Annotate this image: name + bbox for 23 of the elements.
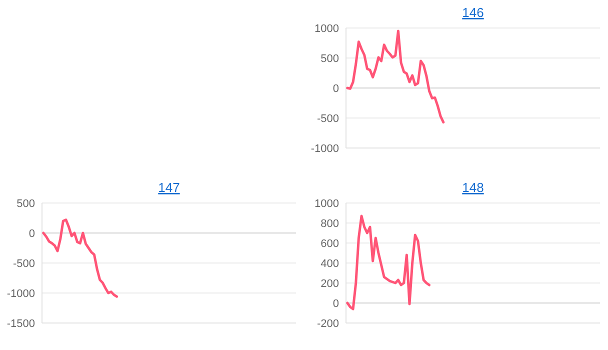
y-tick-label: 600 [320, 238, 339, 250]
line-series [346, 30, 445, 124]
y-tick-label: 200 [320, 278, 339, 290]
y-tick-label: -1000 [310, 142, 339, 155]
y-tick-label: 800 [320, 218, 339, 230]
y-tick-label: 0 [332, 298, 339, 310]
y-tick-label: 400 [320, 258, 339, 270]
y-tick-label: 0 [332, 82, 339, 95]
y-tick-label: -1000 [6, 288, 35, 300]
y-tick-label: 1000 [314, 198, 339, 210]
y-tick-label: -500 [316, 112, 339, 125]
y-tick-label: -500 [12, 258, 35, 270]
chart-title: 147 [158, 180, 180, 195]
y-tick-label: -200 [316, 318, 339, 330]
line-series [42, 218, 118, 298]
y-tick-label: 0 [28, 228, 35, 240]
y-tick-label: 500 [320, 52, 339, 65]
chart-title: 148 [462, 180, 484, 195]
chart-title: 146 [462, 5, 484, 20]
y-tick-label: 500 [16, 198, 35, 210]
y-tick-label: 1000 [314, 22, 339, 35]
line-series [346, 214, 431, 310]
y-tick-label: -1500 [6, 318, 35, 330]
